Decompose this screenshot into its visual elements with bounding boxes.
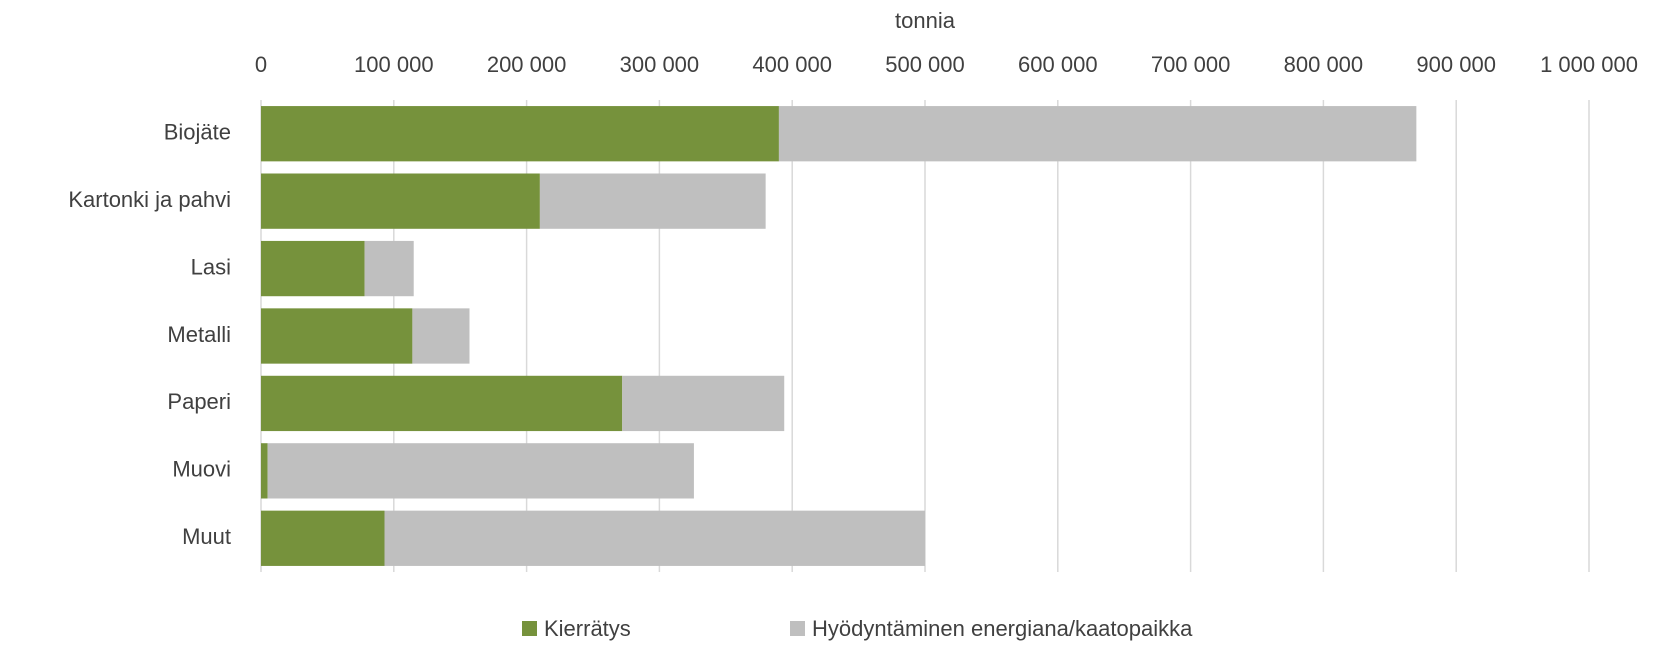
bar: [261, 106, 779, 162]
x-tick-label: 600 000: [1018, 52, 1098, 77]
x-tick-label: 200 000: [487, 52, 567, 77]
legend-swatch: [790, 621, 805, 636]
y-tick-label: Muut: [182, 524, 231, 549]
bar: [261, 375, 623, 432]
bar: [261, 240, 365, 297]
x-tick-label: 0: [255, 52, 267, 77]
x-tick-label: 1 000 000: [1540, 52, 1638, 77]
bar: [261, 510, 385, 566]
bar: [412, 308, 470, 364]
bar: [261, 173, 540, 229]
legend-swatch: [522, 621, 537, 636]
x-tick-label: 100 000: [354, 52, 434, 77]
x-tick-label: 900 000: [1416, 52, 1496, 77]
x-tick-label: 500 000: [885, 52, 965, 77]
y-tick-label: Biojäte: [164, 120, 231, 145]
bar: [778, 106, 1417, 162]
y-tick-label: Metalli: [167, 322, 231, 347]
bar: [364, 240, 414, 297]
bar: [261, 308, 413, 364]
axis-title: tonnia: [895, 8, 956, 33]
bar: [384, 510, 925, 566]
x-tick-label: 300 000: [620, 52, 700, 77]
y-tick-label: Muovi: [172, 457, 231, 482]
legend-label: Hyödyntäminen energiana/kaatopaikka: [812, 616, 1193, 641]
x-tick-label: 400 000: [752, 52, 832, 77]
bar: [261, 443, 268, 499]
y-tick-label: Paperi: [167, 389, 231, 414]
x-tick-label: 800 000: [1284, 52, 1364, 77]
y-tick-label: Kartonki ja pahvi: [68, 187, 231, 212]
bar: [622, 375, 785, 432]
bar: [267, 443, 694, 499]
y-tick-label: Lasi: [191, 254, 231, 279]
bar: [539, 173, 766, 229]
legend-label: Kierrätys: [544, 616, 631, 641]
x-tick-label: 700 000: [1151, 52, 1231, 77]
